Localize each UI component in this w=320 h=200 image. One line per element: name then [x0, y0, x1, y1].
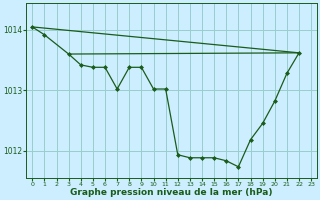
X-axis label: Graphe pression niveau de la mer (hPa): Graphe pression niveau de la mer (hPa) [70, 188, 273, 197]
